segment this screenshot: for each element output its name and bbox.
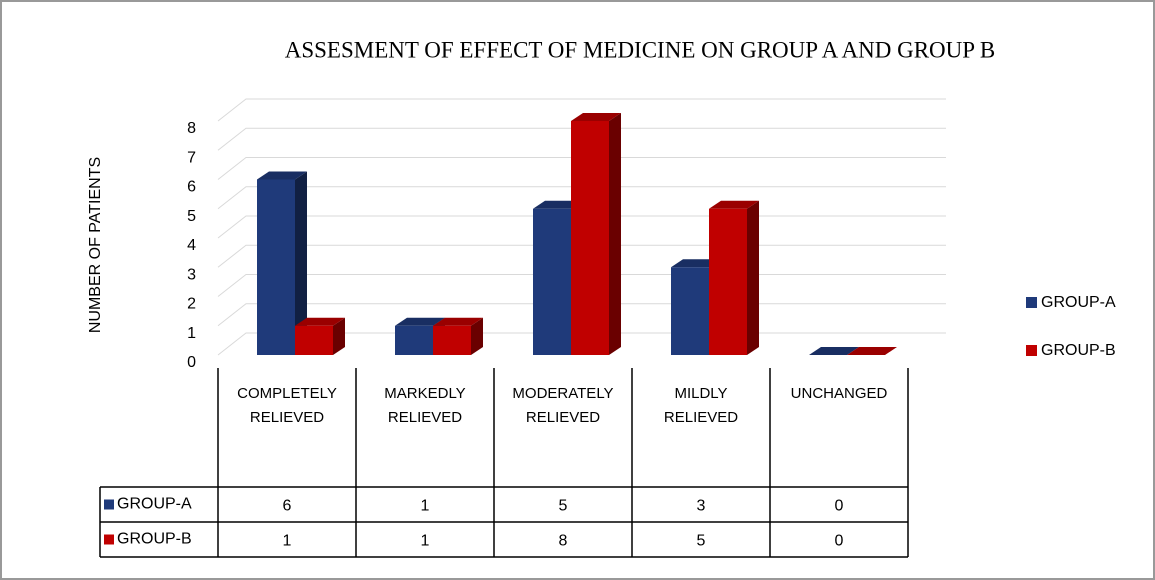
bar bbox=[809, 347, 859, 355]
bar-front bbox=[571, 121, 609, 355]
table-row-label: GROUP-B bbox=[117, 531, 192, 548]
bar-top bbox=[433, 317, 483, 326]
x-tick-label: MODERATELY RELIEVED bbox=[512, 385, 614, 426]
bar bbox=[257, 171, 307, 355]
bar-top bbox=[847, 347, 897, 355]
grid-line bbox=[217, 127, 946, 151]
table-legend-key bbox=[104, 534, 114, 545]
data-table: COMPLETELY RELIEVED MARKEDLY RELIEVED MODE… bbox=[99, 368, 909, 558]
y-tick-label: 8 bbox=[187, 120, 196, 137]
table-value: 1 bbox=[283, 533, 292, 550]
y-tick-label: 4 bbox=[187, 237, 196, 254]
bar-top bbox=[533, 200, 583, 209]
bars bbox=[257, 113, 897, 355]
table-row-label: GROUP-A bbox=[117, 496, 192, 513]
bar-front bbox=[433, 325, 471, 355]
y-tick-label: 7 bbox=[187, 149, 196, 166]
bar bbox=[295, 317, 345, 355]
table-value: 5 bbox=[559, 498, 568, 515]
table-legend-key bbox=[104, 499, 114, 510]
bar-top bbox=[571, 113, 621, 121]
bar-front bbox=[395, 325, 433, 355]
table-value: 6 bbox=[283, 498, 292, 515]
y-axis-label: NUMBER OF PATIENTS bbox=[87, 157, 104, 333]
grid-line bbox=[217, 157, 946, 180]
legend-key bbox=[1026, 345, 1037, 356]
bar-top bbox=[709, 200, 759, 209]
bar-front bbox=[295, 325, 333, 355]
category-cell: MILDLY RELIEVED bbox=[663, 385, 739, 426]
x-tick-label: MARKEDLY RELIEVED bbox=[384, 385, 466, 426]
x-tick-label: UNCHANGED bbox=[790, 385, 888, 402]
legend-key bbox=[1026, 297, 1037, 308]
table-value: 8 bbox=[559, 533, 568, 550]
bar-top bbox=[295, 317, 345, 326]
bar bbox=[571, 113, 621, 355]
category-cell: COMPLETELY RELIEVED bbox=[237, 385, 337, 426]
legend-label: GROUP-B bbox=[1041, 342, 1116, 359]
table-value: 1 bbox=[421, 498, 430, 515]
table-value: 3 bbox=[697, 498, 706, 515]
bar-front bbox=[257, 179, 295, 355]
y-tick-label: 5 bbox=[187, 208, 196, 225]
category-cell: MARKEDLY RELIEVED bbox=[384, 385, 466, 426]
bar-top bbox=[671, 259, 721, 268]
bar-front bbox=[533, 208, 571, 355]
table-value: 0 bbox=[835, 533, 844, 550]
table-value: 0 bbox=[835, 498, 844, 515]
bar-side bbox=[295, 171, 307, 355]
legend-label: GROUP-A bbox=[1041, 294, 1116, 311]
y-tick-label: 0 bbox=[187, 354, 196, 371]
category-cell: MODERATELY RELIEVED bbox=[512, 385, 614, 426]
table-value: 1 bbox=[421, 533, 430, 550]
chart-title: ASSESMENT OF EFFECT OF MEDICINE ON GROUP… bbox=[285, 37, 996, 62]
bar bbox=[433, 317, 483, 355]
grid-line bbox=[217, 186, 946, 210]
x-tick-label: COMPLETELY RELIEVED bbox=[237, 385, 337, 426]
x-tick-label: MILDLY RELIEVED bbox=[663, 385, 739, 426]
bar-side bbox=[609, 113, 621, 355]
bar-side bbox=[747, 200, 759, 355]
category-cell: UNCHANGED bbox=[790, 385, 888, 402]
bar-side bbox=[333, 317, 345, 355]
bar bbox=[847, 347, 897, 355]
y-tick-label: 3 bbox=[187, 266, 196, 283]
bar-side bbox=[471, 317, 483, 355]
bar-front bbox=[709, 208, 747, 355]
bar-top bbox=[809, 347, 859, 355]
bar-front bbox=[671, 267, 709, 355]
bar bbox=[709, 200, 759, 355]
table-value: 5 bbox=[697, 533, 706, 550]
bar-top bbox=[257, 171, 307, 180]
y-tick-label: 1 bbox=[187, 325, 196, 342]
grid-line bbox=[217, 98, 946, 122]
bar-top bbox=[395, 317, 445, 326]
y-tick-label: 2 bbox=[187, 296, 196, 313]
y-tick-label: 6 bbox=[187, 179, 196, 196]
